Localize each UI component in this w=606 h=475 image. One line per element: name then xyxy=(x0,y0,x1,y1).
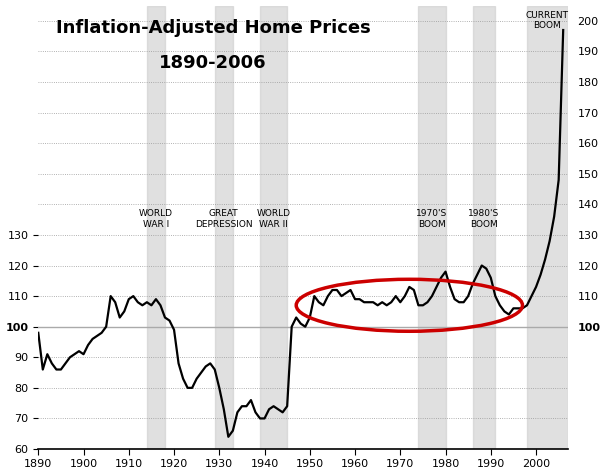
Text: 1970'S
BOOM: 1970'S BOOM xyxy=(416,209,448,229)
Text: CURRENT
BOOM: CURRENT BOOM xyxy=(526,10,569,30)
Text: GREAT
DEPRESSION: GREAT DEPRESSION xyxy=(195,209,253,229)
Text: 1890-2006: 1890-2006 xyxy=(159,54,267,72)
Text: Inflation-Adjusted Home Prices: Inflation-Adjusted Home Prices xyxy=(56,19,370,37)
Text: WORLD
WAR II: WORLD WAR II xyxy=(256,209,291,229)
Text: 1980'S
BOOM: 1980'S BOOM xyxy=(468,209,499,229)
Bar xyxy=(215,6,233,449)
Bar xyxy=(260,6,287,449)
Bar xyxy=(473,6,495,449)
Bar xyxy=(527,6,568,449)
Bar xyxy=(418,6,445,449)
Text: WORLD
WAR I: WORLD WAR I xyxy=(139,209,173,229)
Bar xyxy=(147,6,165,449)
